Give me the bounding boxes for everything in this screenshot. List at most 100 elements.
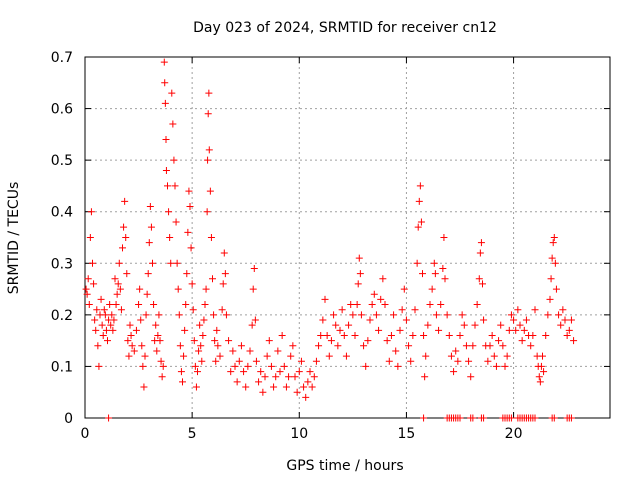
data-point xyxy=(255,378,263,386)
data-point xyxy=(297,357,305,365)
data-point xyxy=(91,316,99,324)
data-point xyxy=(400,285,408,293)
axis-ticks: 0 5 10 15 20 0 0.1 0.2 0.3 0.4 0.5 0.6 0.7 xyxy=(51,50,610,442)
data-point xyxy=(180,352,188,360)
data-point xyxy=(136,285,144,293)
data-point xyxy=(182,301,190,309)
data-point xyxy=(370,290,378,298)
data-point xyxy=(225,337,233,345)
data-point xyxy=(186,203,194,211)
data-point xyxy=(259,388,267,396)
data-point xyxy=(138,342,146,350)
data-point xyxy=(342,352,350,360)
data-point xyxy=(355,254,363,262)
data-point xyxy=(83,290,91,298)
data-point xyxy=(126,321,134,329)
data-point xyxy=(499,342,507,350)
data-point xyxy=(174,285,182,293)
data-point xyxy=(158,373,166,381)
data-point xyxy=(366,316,374,324)
data-point xyxy=(152,321,160,329)
data-point xyxy=(213,326,221,334)
data-point xyxy=(278,331,286,339)
data-point xyxy=(452,347,460,355)
data-point xyxy=(381,301,389,309)
data-point xyxy=(531,306,539,314)
data-point xyxy=(480,316,488,324)
data-point xyxy=(195,347,203,355)
data-point xyxy=(127,331,135,339)
data-point xyxy=(546,295,554,303)
data-point xyxy=(89,259,96,267)
data-point xyxy=(319,316,327,324)
data-point xyxy=(86,234,94,241)
data-point xyxy=(460,321,468,329)
data-point xyxy=(415,197,423,205)
data-point xyxy=(510,316,518,324)
data-point xyxy=(387,331,395,339)
data-point xyxy=(332,321,340,329)
data-point xyxy=(336,326,344,334)
data-point xyxy=(144,270,152,278)
data-point xyxy=(229,347,237,355)
data-point xyxy=(518,337,526,345)
data-point xyxy=(121,197,129,205)
data-point xyxy=(443,311,451,319)
y-tick-label: 0.6 xyxy=(51,102,73,118)
data-point xyxy=(90,280,98,288)
data-point xyxy=(156,337,164,345)
data-point xyxy=(242,383,250,391)
data-point xyxy=(315,342,323,350)
data-point xyxy=(205,89,213,97)
data-point xyxy=(293,388,301,396)
data-point xyxy=(548,254,556,262)
data-point xyxy=(117,306,125,314)
data-point xyxy=(141,352,149,360)
data-point xyxy=(154,331,162,339)
data-point xyxy=(289,342,297,350)
data-point xyxy=(447,352,455,360)
data-point xyxy=(375,326,383,334)
data-point xyxy=(257,368,265,376)
data-point xyxy=(210,311,218,319)
data-point xyxy=(145,239,153,247)
data-point xyxy=(479,280,486,288)
data-point xyxy=(409,331,417,339)
data-point xyxy=(214,342,222,350)
data-point xyxy=(300,383,308,391)
data-point xyxy=(233,378,241,386)
data-point xyxy=(137,316,145,324)
data-point xyxy=(364,337,372,345)
data-point xyxy=(456,331,464,339)
data-point xyxy=(265,337,273,345)
data-point xyxy=(550,414,558,422)
data-point xyxy=(475,275,483,283)
data-point xyxy=(170,156,178,164)
data-point xyxy=(157,357,165,365)
data-point xyxy=(249,285,257,293)
x-tick-label: 20 xyxy=(505,426,523,442)
data-point xyxy=(125,352,133,360)
data-point xyxy=(221,270,229,278)
data-point xyxy=(104,337,111,345)
data-point xyxy=(207,234,215,241)
data-point xyxy=(561,316,569,324)
data-point xyxy=(155,311,163,319)
data-point xyxy=(85,301,93,309)
data-point xyxy=(527,342,535,350)
data-point xyxy=(291,373,299,381)
data-point xyxy=(550,234,558,241)
data-point xyxy=(116,285,124,293)
data-point xyxy=(402,316,410,324)
data-point xyxy=(454,357,462,365)
data-point xyxy=(87,208,95,216)
data-point xyxy=(484,357,492,365)
y-tick-label: 0.5 xyxy=(51,153,73,169)
data-point xyxy=(421,373,429,381)
data-point xyxy=(162,166,170,174)
data-point xyxy=(383,337,391,345)
data-point xyxy=(216,352,224,360)
data-point xyxy=(267,362,275,370)
data-point xyxy=(173,259,181,267)
